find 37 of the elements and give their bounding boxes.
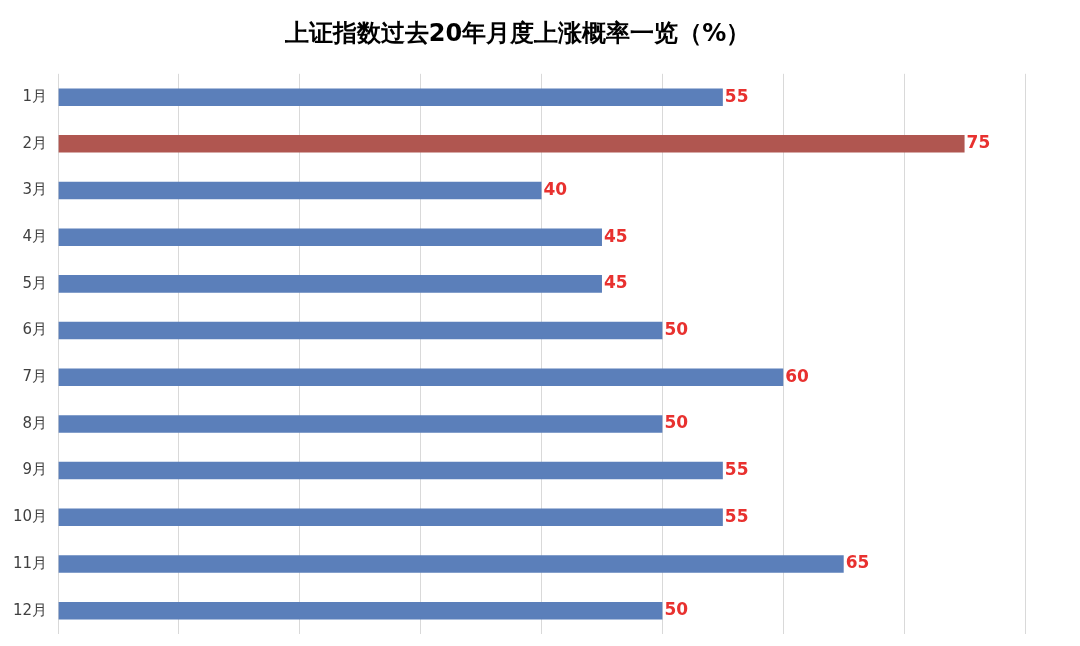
y-tick-label: 4月 bbox=[22, 227, 48, 246]
y-tick-label: 3月 bbox=[22, 180, 48, 199]
bar bbox=[58, 555, 844, 573]
y-tick-label: 6月 bbox=[22, 320, 48, 339]
bar bbox=[58, 88, 723, 106]
data-label: 55 bbox=[724, 459, 749, 480]
y-tick-label: 2月 bbox=[22, 133, 48, 152]
y-tick-label: 7月 bbox=[22, 367, 48, 386]
y-tick-label: 10月 bbox=[12, 507, 48, 526]
bar bbox=[58, 508, 723, 527]
y-tick-label: 8月 bbox=[22, 413, 48, 432]
bar bbox=[58, 135, 965, 153]
chart-title: 上证指数过去20年月度上涨概率一览（%） bbox=[283, 18, 751, 47]
y-tick-label: 1月 bbox=[22, 87, 48, 106]
data-label: 55 bbox=[724, 505, 749, 526]
bar bbox=[58, 601, 663, 620]
data-label: 75 bbox=[966, 132, 991, 153]
data-label: 65 bbox=[845, 552, 870, 573]
data-label: 50 bbox=[664, 412, 689, 433]
y-tick-label: 12月 bbox=[12, 600, 48, 619]
data-label: 45 bbox=[603, 272, 628, 293]
data-label: 50 bbox=[664, 599, 689, 620]
data-label: 40 bbox=[543, 178, 568, 199]
bar bbox=[58, 321, 663, 340]
bar bbox=[58, 228, 602, 246]
data-label: 45 bbox=[603, 225, 628, 246]
data-label: 60 bbox=[785, 365, 810, 386]
data-label: 55 bbox=[724, 85, 749, 106]
bar bbox=[58, 461, 723, 480]
y-tick-label: 5月 bbox=[22, 273, 48, 292]
y-tick-label: 9月 bbox=[22, 460, 48, 479]
bar bbox=[58, 368, 784, 386]
bar bbox=[58, 275, 602, 293]
bar bbox=[58, 181, 542, 200]
data-label: 50 bbox=[664, 318, 689, 339]
bar bbox=[58, 415, 663, 433]
y-tick-label: 11月 bbox=[12, 553, 48, 572]
